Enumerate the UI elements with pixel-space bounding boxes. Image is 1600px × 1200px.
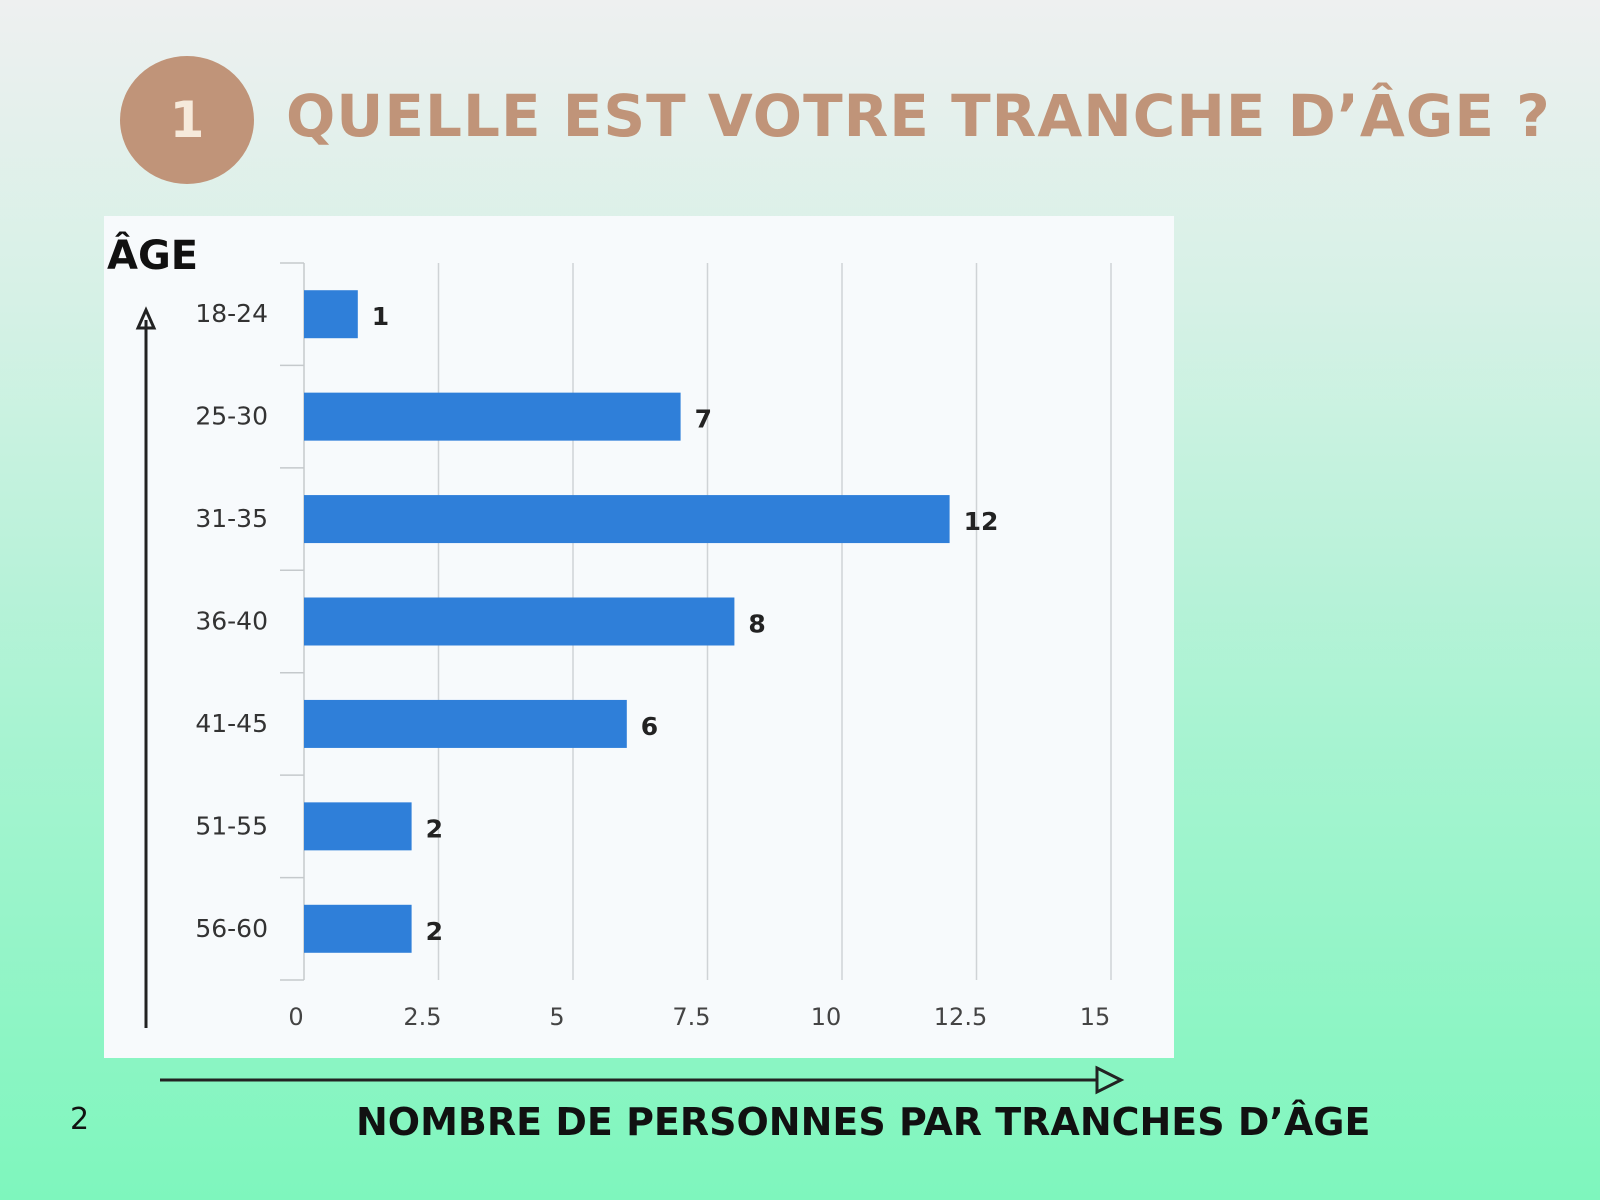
x-arrow-head — [1095, 1065, 1125, 1095]
bar — [304, 495, 950, 544]
x-tick-label: 0 — [288, 1003, 303, 1031]
data-label: 1 — [372, 302, 389, 331]
x-tick-label: 15 — [1080, 1003, 1111, 1031]
y-arrow-head — [135, 306, 157, 330]
x-tick-label: 10 — [811, 1003, 842, 1031]
data-label: 6 — [641, 712, 658, 741]
x-axis-label: NOMBRE DE PERSONNES PAR TRANCHES D’ÂGE — [356, 1100, 1371, 1144]
x-tick-label: 7.5 — [672, 1003, 710, 1031]
x-tick-label: 5 — [549, 1003, 564, 1031]
x-tick-label: 2.5 — [403, 1003, 441, 1031]
data-label: 7 — [695, 405, 712, 434]
y-tick-label: 18-24 — [195, 299, 268, 328]
bar — [304, 392, 681, 441]
bars — [304, 290, 950, 953]
y-tick-label: 41-45 — [195, 709, 268, 738]
bar — [304, 699, 627, 748]
y-axis-label: ÂGE — [107, 233, 199, 279]
question-number: 1 — [169, 91, 205, 149]
bar — [304, 904, 412, 953]
axes — [135, 262, 1125, 1095]
y-tick-label: 25-30 — [195, 402, 268, 431]
labels: 0 2.5 5 7.5 10 12.5 15 18-24 1 25-30 7 31-35 12 36-40… — [195, 299, 1110, 1031]
x-tick-label: 12.5 — [934, 1003, 987, 1031]
data-label: 12 — [964, 507, 999, 536]
y-tick-label: 51-55 — [195, 811, 268, 840]
y-tick-label: 56-60 — [195, 914, 268, 943]
data-label: 2 — [426, 814, 443, 843]
y-tick-label: 31-35 — [195, 504, 268, 533]
data-label: 2 — [426, 917, 443, 946]
bar — [304, 290, 358, 339]
page-title: QUELLE EST VOTRE TRANCHE D’ÂGE ? — [286, 82, 1551, 150]
bar — [304, 802, 412, 851]
page-number: 2 — [70, 1102, 90, 1137]
data-label: 8 — [748, 610, 765, 639]
bar — [304, 597, 735, 646]
question-number-badge: 1 — [120, 56, 254, 184]
y-tick-label: 36-40 — [195, 607, 268, 636]
